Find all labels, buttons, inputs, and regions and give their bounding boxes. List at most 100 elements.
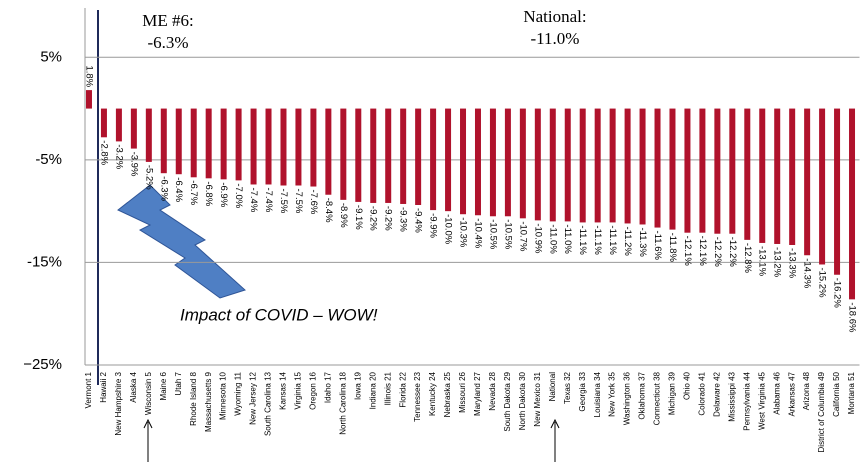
annotation: National: xyxy=(523,7,586,26)
x-tick-label: Ohio 40 xyxy=(683,371,692,400)
x-tick-label: Montana 51 xyxy=(847,371,856,414)
bar xyxy=(684,108,691,233)
bar xyxy=(639,108,646,225)
value-label: -10.9% xyxy=(532,223,543,254)
bar xyxy=(310,108,317,187)
x-tick-label: North Dakota 30 xyxy=(518,371,527,430)
value-label: -3.2% xyxy=(113,144,124,169)
x-tick-label: Alaska 4 xyxy=(129,371,138,402)
x-tick-label: National xyxy=(548,372,557,402)
bar xyxy=(714,108,721,234)
bar xyxy=(489,108,496,217)
bar xyxy=(729,108,736,234)
x-tick-label: Nevada 28 xyxy=(488,371,497,410)
value-label: -11.1% xyxy=(592,225,603,255)
x-tick-label: Oklahoma 37 xyxy=(638,371,647,419)
bar xyxy=(564,108,571,222)
bar xyxy=(385,108,392,203)
bar xyxy=(549,108,556,222)
x-tick-label: Illinois 21 xyxy=(383,371,392,405)
value-label: -12.2% xyxy=(727,237,738,268)
bar xyxy=(819,108,826,265)
value-label: -11.1% xyxy=(577,225,588,255)
y-tick-label: 5% xyxy=(40,48,62,65)
bar xyxy=(295,108,302,186)
bar xyxy=(744,108,751,240)
value-label: -10.4% xyxy=(472,218,483,249)
x-tick-label: Kentucky 24 xyxy=(428,371,437,416)
bar xyxy=(474,108,481,216)
bar xyxy=(699,108,706,233)
value-label: -12.1% xyxy=(682,236,693,267)
bar xyxy=(355,108,362,202)
value-label: -15.2% xyxy=(817,267,828,298)
x-tick-label: Arizona 48 xyxy=(802,371,811,410)
value-label: -11.6% xyxy=(652,231,663,261)
x-tick-label: Wisconsin 5 xyxy=(144,371,153,415)
value-label: -6.9% xyxy=(218,182,229,207)
x-tick-label: Idaho 17 xyxy=(323,371,332,403)
value-label: -9.2% xyxy=(383,206,394,231)
bar xyxy=(250,108,257,185)
x-tick-label: South Carolina 13 xyxy=(264,371,273,436)
value-label: -13.3% xyxy=(787,248,798,279)
x-tick-label: Michigan 39 xyxy=(668,371,677,415)
annotation: Impact of COVID – WOW! xyxy=(180,305,378,324)
x-tick-label: California 50 xyxy=(832,371,841,416)
bar xyxy=(624,108,631,224)
value-label: -11.3% xyxy=(637,227,648,257)
y-tick-label: −25% xyxy=(23,356,62,373)
value-label: -6.4% xyxy=(173,177,184,202)
value-label: -10.7% xyxy=(517,221,528,252)
bar xyxy=(85,90,92,109)
value-label: -9.1% xyxy=(353,205,364,230)
bar xyxy=(100,108,107,138)
bar xyxy=(235,108,242,181)
x-tick-label: Mississippi 43 xyxy=(727,371,736,421)
x-tick-label: Florida 22 xyxy=(398,371,407,407)
x-tick-label: Connecticut 38 xyxy=(653,371,662,425)
bar xyxy=(849,108,856,300)
bar xyxy=(115,108,122,142)
value-label: -5.2% xyxy=(143,165,154,190)
arrow-head xyxy=(550,418,560,429)
value-label: -18.6% xyxy=(847,302,858,333)
x-tick-label: Maryland 27 xyxy=(473,371,482,416)
bar xyxy=(774,108,781,244)
bar xyxy=(460,108,467,215)
lightning-icon xyxy=(117,184,246,299)
bar xyxy=(205,108,212,179)
value-label: -3.9% xyxy=(128,152,139,177)
value-label: -10.3% xyxy=(458,217,469,248)
bar xyxy=(594,108,601,223)
x-tick-label: Pennsylvania 44 xyxy=(742,371,751,430)
x-tick-label: Indiana 20 xyxy=(368,371,377,409)
x-tick-label: Virginia 15 xyxy=(294,371,303,409)
x-tick-label: Delaware 42 xyxy=(712,371,721,416)
bar xyxy=(654,108,661,228)
value-label: -2.8% xyxy=(98,140,109,165)
bar xyxy=(190,108,197,178)
bar xyxy=(445,108,452,212)
value-label: -11.0% xyxy=(547,224,558,254)
value-label: -7.0% xyxy=(233,183,244,208)
x-tick-label: Louisiana 34 xyxy=(593,371,602,417)
value-label: -8.4% xyxy=(323,198,334,223)
value-label: -10.5% xyxy=(502,219,513,250)
x-tick-label: Washington 36 xyxy=(623,371,632,425)
x-tick-label: Massachusetts 9 xyxy=(204,371,213,432)
x-tick-label: Texas 32 xyxy=(563,371,572,404)
bar xyxy=(415,108,422,205)
bar xyxy=(579,108,586,223)
x-tick-label: Iowa 19 xyxy=(353,371,362,400)
value-label: -14.3% xyxy=(802,258,813,289)
value-label: -13.2% xyxy=(772,247,783,278)
bar xyxy=(430,108,437,211)
bar xyxy=(504,108,511,217)
bar xyxy=(265,108,272,185)
value-label: -9.4% xyxy=(413,208,424,233)
value-label: -13.1% xyxy=(757,246,768,277)
value-label: -6.8% xyxy=(203,181,214,206)
x-tick-label: Colorado 41 xyxy=(698,371,707,415)
